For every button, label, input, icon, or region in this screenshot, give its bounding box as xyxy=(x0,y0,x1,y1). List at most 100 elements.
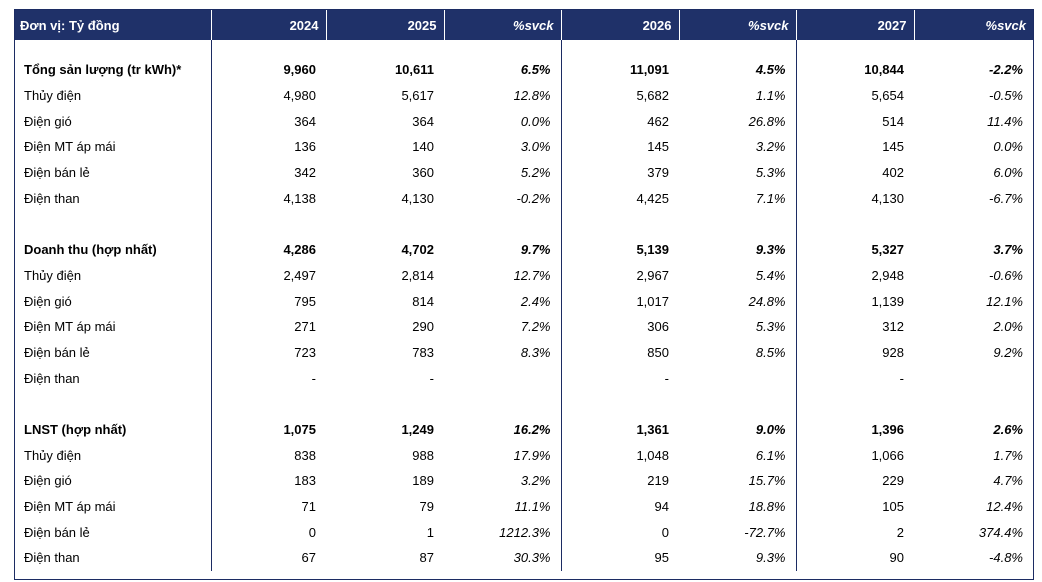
value-2024: 364 xyxy=(210,108,326,135)
value-2027: 2,948 xyxy=(795,262,914,289)
value-2024: 183 xyxy=(210,468,326,494)
yoy-2027: 374.4% xyxy=(978,524,1023,540)
value-2025: 360 xyxy=(412,165,434,181)
header-unit: Đơn vị: Tỷ đồng xyxy=(20,17,120,33)
value-2025: 290 xyxy=(412,319,434,335)
value-2024: 4,138 xyxy=(210,185,326,212)
value-2025: 87 xyxy=(419,550,434,566)
row-label: Điện bán lẻ xyxy=(24,165,90,181)
yoy-2027: -2.2% xyxy=(989,62,1023,78)
header-yoy-2027: %svck xyxy=(913,10,1033,40)
table-row: Điện MT áp mái 136 140 3.0% 145 3.2% 145 0.0% xyxy=(15,134,1033,160)
value-2027: 229 xyxy=(795,468,914,494)
spacer-cell xyxy=(795,40,914,57)
value-2027: 928 xyxy=(795,339,914,366)
value-2026: 5,682 xyxy=(560,82,679,109)
table-row: Điện than 67 87 30.3% 95 9.3% 90 -4.8% xyxy=(15,545,1033,571)
value-2027: 105 xyxy=(795,493,914,520)
yoy-2026: 9.3% xyxy=(755,550,786,566)
yoy-2026: 9.3% xyxy=(755,242,786,258)
row-label: Điện bán lẻ xyxy=(24,524,90,540)
spacer-cell xyxy=(679,40,796,57)
yoy-2025: 0.0% xyxy=(520,113,551,129)
value-2024: 342 xyxy=(210,159,326,186)
value-2026: 462 xyxy=(560,108,679,135)
table-row: Điện MT áp mái 71 79 11.1% 94 18.8% 105 12.4% xyxy=(15,493,1033,520)
yoy-2026: 18.8% xyxy=(748,499,786,515)
value-2025: 364 xyxy=(412,113,434,129)
row-label: LNST (hợp nhất) xyxy=(24,421,127,437)
spacer-cell xyxy=(679,391,796,417)
value-2027: 90 xyxy=(795,545,914,571)
spacer-cell xyxy=(560,40,679,57)
yoy-2026: 5.4% xyxy=(755,267,786,283)
value-2025: 1,249 xyxy=(401,421,434,437)
value-2027: 145 xyxy=(795,134,914,160)
header-year-2025: 2025 xyxy=(325,10,444,40)
yoy-2027: 6.0% xyxy=(993,165,1023,181)
yoy-2026: 4.5% xyxy=(755,62,786,78)
value-2024: 67 xyxy=(210,545,326,571)
spacer-cell xyxy=(326,391,444,417)
yoy-2026: 6.1% xyxy=(755,447,786,463)
value-2027: 2 xyxy=(795,519,914,546)
header-year-2024: 2024 xyxy=(210,10,326,40)
value-2024: 4,286 xyxy=(210,236,326,263)
value-2025: 783 xyxy=(412,344,434,360)
yoy-2025: 11.1% xyxy=(514,499,551,515)
section-total-row: Doanh thu (hợp nhất) 4,286 4,702 9.7% 5,139 9… xyxy=(15,236,1033,263)
value-2027: - xyxy=(795,365,914,391)
value-2026: 5,139 xyxy=(560,236,679,263)
value-2024: 0 xyxy=(210,519,326,546)
yoy-2026: 9.0% xyxy=(755,421,786,437)
spacer-row xyxy=(15,40,1033,57)
yoy-2026: -72.7% xyxy=(744,524,786,540)
yoy-2026 xyxy=(679,365,796,391)
value-2024: 838 xyxy=(210,442,326,468)
yoy-2025: 17.9% xyxy=(513,447,551,463)
spacer-cell xyxy=(444,40,561,57)
row-label: Điện bán lẻ xyxy=(24,344,90,360)
yoy-2025: 12.7% xyxy=(513,267,551,283)
value-2025: 4,130 xyxy=(401,190,434,206)
spacer-cell xyxy=(444,391,561,417)
value-2026: 4,425 xyxy=(560,185,679,212)
section-total-row: Tổng sản lượng (tr kWh)* 9,960 10,611 6.5% 1… xyxy=(15,57,1033,83)
value-2024: 2,497 xyxy=(210,262,326,289)
value-2027: 5,327 xyxy=(795,236,914,263)
value-2024: - xyxy=(210,365,326,391)
header-yoy-2025: %svck xyxy=(443,10,561,40)
value-2025: 189 xyxy=(412,473,434,489)
section-total-row: LNST (hợp nhất) 1,075 1,249 16.2% 1,361 9.0% 1… xyxy=(15,416,1033,443)
spacer-row xyxy=(15,390,1033,417)
value-2025: 140 xyxy=(412,139,434,155)
value-2024: 4,980 xyxy=(210,82,326,109)
value-2026: 219 xyxy=(560,468,679,494)
table-row: Điện gió 183 189 3.2% 219 15.7% 229 4.7% xyxy=(15,468,1033,494)
yoy-2025: 30.3% xyxy=(513,550,551,566)
spacer-cell xyxy=(795,211,914,237)
yoy-2026: 26.8% xyxy=(748,113,786,129)
yoy-2025: 12.8% xyxy=(513,88,551,104)
value-2025: 5,617 xyxy=(401,88,434,104)
table-header-row: Đơn vị: Tỷ đồng 2024 2025 %svck 2026 %sv… xyxy=(15,10,1033,40)
header-year-2026: 2026 xyxy=(560,10,679,40)
header-year-2027: 2027 xyxy=(795,10,914,40)
yoy-2026: 15.7% xyxy=(748,473,786,489)
table-row: Điện bán lẻ 0 1 1212.3% 0 -72.7% 2 374.4% xyxy=(15,519,1033,546)
yoy-2027: 3.7% xyxy=(993,242,1023,258)
yoy-2026: 24.8% xyxy=(748,293,786,309)
value-2025: - xyxy=(429,370,434,386)
row-label: Điện gió xyxy=(24,473,72,489)
spacer-cell xyxy=(210,40,326,57)
yoy-2025: 16.2% xyxy=(513,421,551,437)
value-2027: 312 xyxy=(795,313,914,340)
value-2026: 2,967 xyxy=(560,262,679,289)
yoy-2025: 8.3% xyxy=(520,344,551,360)
yoy-2027: 12.4% xyxy=(986,499,1023,515)
row-label: Điện gió xyxy=(24,293,72,309)
table-row: Điện than - - - - xyxy=(15,365,1033,391)
table-row: Điện gió 795 814 2.4% 1,017 24.8% 1,139 12.1% xyxy=(15,288,1033,314)
value-2027: 10,844 xyxy=(795,57,914,83)
yoy-2027 xyxy=(914,365,1033,391)
